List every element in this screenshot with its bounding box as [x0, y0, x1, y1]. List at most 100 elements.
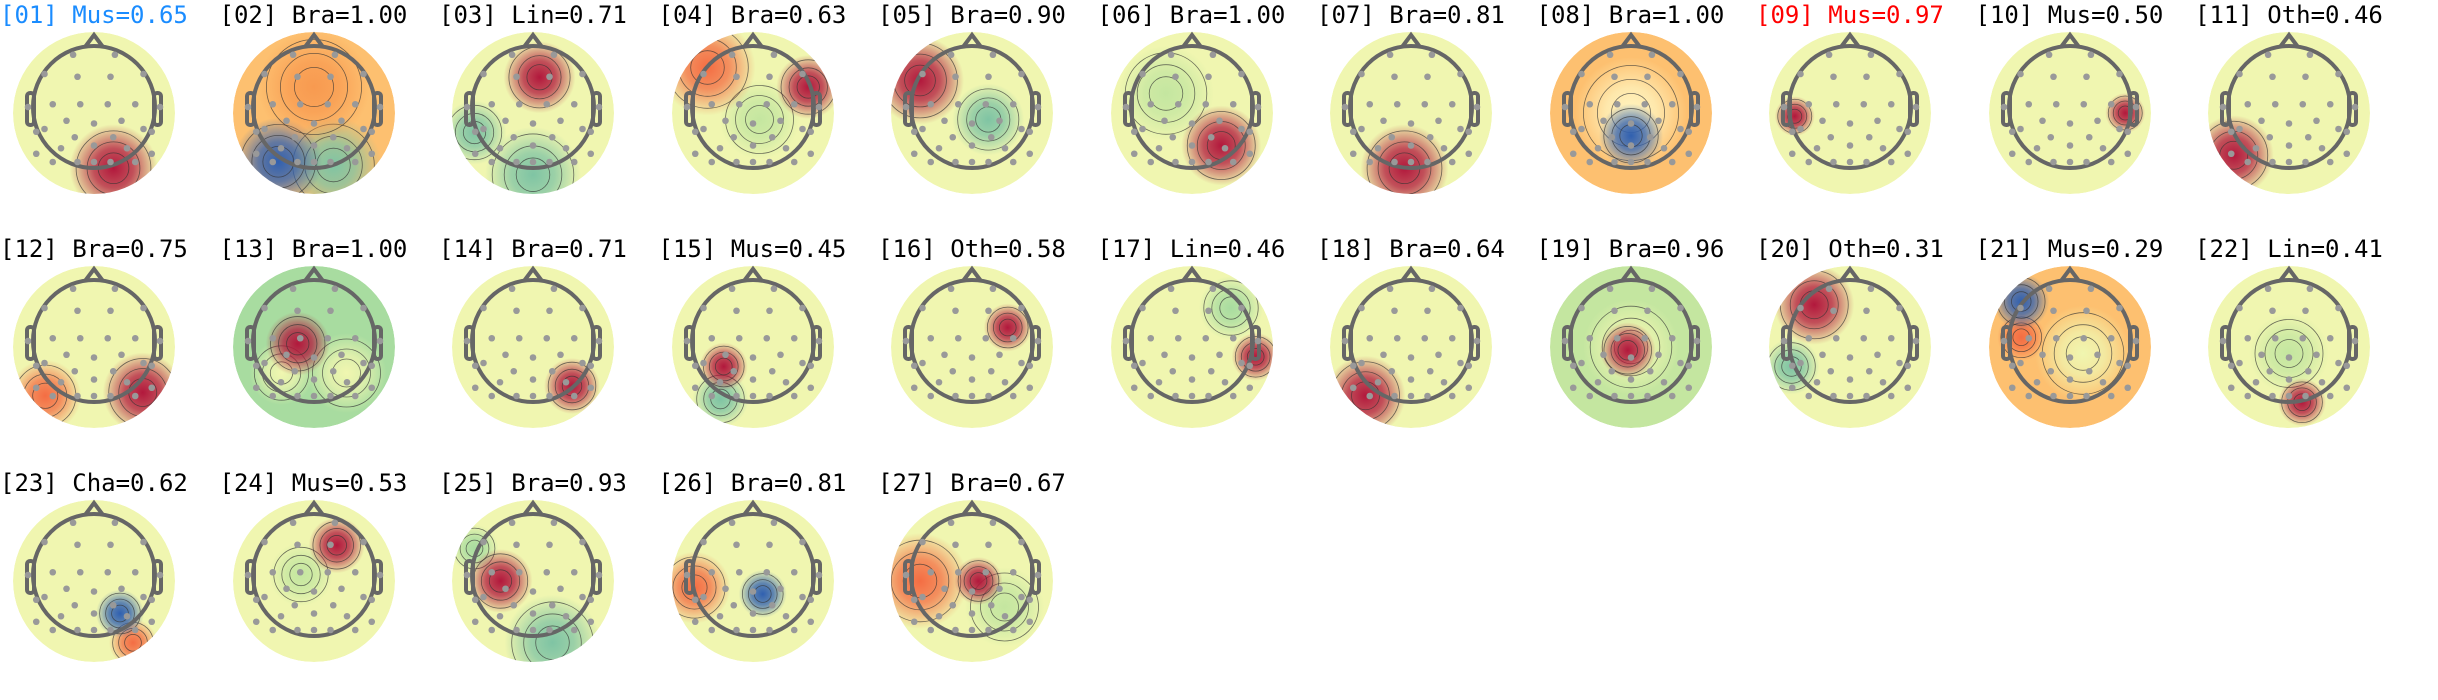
- electrode-dot: [343, 612, 350, 620]
- electrode-dot: [1896, 70, 1903, 78]
- electrode-dot: [488, 158, 496, 166]
- ica-component[interactable]: [22] Lin=0.41: [2195, 234, 2414, 466]
- ica-component[interactable]: [14] Bra=0.71: [439, 234, 658, 466]
- electrode-dot: [762, 100, 770, 108]
- electrode-dot: [2227, 128, 2235, 136]
- electrode-dot: [1188, 392, 1195, 400]
- ica-component[interactable]: [04] Bra=0.63: [659, 0, 878, 232]
- electrode-dot: [949, 601, 957, 609]
- electrode-dot: [595, 571, 603, 579]
- electrode-dot: [691, 362, 699, 370]
- electrode-dot: [2285, 158, 2293, 166]
- electrode-dot: [707, 100, 715, 108]
- ica-component[interactable]: [10] Mus=0.50: [1976, 0, 2195, 232]
- electrode-dot: [2264, 285, 2272, 293]
- component-title: [09] Mus=0.97: [1756, 1, 1944, 29]
- ica-component[interactable]: [19] Bra=0.96: [1537, 234, 1756, 466]
- electrode-dot: [1391, 73, 1398, 81]
- ica-component[interactable]: [21] Mus=0.29: [1976, 234, 2195, 466]
- electrode-dot: [24, 571, 32, 579]
- ica-component[interactable]: [02] Bra=1.00: [220, 0, 439, 232]
- electrode-dot: [1254, 103, 1261, 111]
- ica-component[interactable]: [25] Bra=0.93: [439, 468, 658, 700]
- electrode-dot: [2219, 103, 2227, 111]
- head-outline-icon: [1342, 31, 1480, 170]
- electrode-dot: [1407, 354, 1415, 361]
- electrode-dot: [691, 618, 699, 626]
- ica-component[interactable]: [06] Bra=1.00: [1098, 0, 1317, 232]
- electrode-dot: [579, 359, 586, 367]
- ica-component[interactable]: [08] Bra=1.00: [1537, 0, 1756, 232]
- electrode-dot: [910, 618, 918, 626]
- electrode-dot: [351, 568, 359, 576]
- ica-component[interactable]: [07] Bra=0.81: [1317, 0, 1536, 232]
- electrode-dot: [1122, 337, 1129, 345]
- electrode-dot: [562, 144, 570, 152]
- electrode-dot: [2285, 142, 2293, 149]
- ica-component[interactable]: [05] Bra=0.90: [878, 0, 1097, 232]
- ica-component[interactable]: [01] Mus=0.65: [0, 0, 219, 232]
- ica-component[interactable]: [23] Cha=0.62: [0, 468, 219, 700]
- ica-component[interactable]: [09] Mus=0.97: [1756, 0, 1975, 232]
- ica-component[interactable]: [16] Oth=0.58: [878, 234, 1097, 466]
- electrode-dot: [2000, 337, 2007, 345]
- component-title: [08] Bra=1.00: [1536, 1, 1725, 29]
- electrode-dot: [480, 70, 487, 78]
- electrode-dot: [2066, 120, 2073, 127]
- electrode-dot: [1676, 359, 1684, 367]
- electrode-dot: [1846, 376, 1854, 383]
- electrode-dot: [985, 626, 992, 634]
- electrode-dot: [123, 612, 131, 620]
- ica-component[interactable]: [17] Lin=0.46: [1098, 234, 1317, 466]
- electrode-dot: [140, 359, 147, 367]
- electrode-dot: [557, 585, 564, 593]
- electrode-dot: [1146, 334, 1154, 342]
- electrode-dot: [2302, 392, 2309, 400]
- electrode-dot: [337, 351, 345, 359]
- ica-component[interactable]: [20] Oth=0.31: [1756, 234, 1975, 466]
- electrode-dot: [1188, 120, 1195, 127]
- ica-component[interactable]: [26] Bra=0.81: [659, 468, 878, 700]
- electrode-dot: [131, 568, 139, 576]
- electrode-dot: [806, 618, 814, 626]
- electrode-dot: [2258, 117, 2265, 125]
- electrode-dot: [1887, 100, 1895, 108]
- ica-component[interactable]: [18] Bra=0.64: [1317, 234, 1536, 466]
- electrode-dot: [716, 144, 723, 152]
- electrode-dot: [1599, 117, 1607, 125]
- electrode-dot: [1879, 378, 1887, 386]
- electrode-dot: [293, 392, 301, 400]
- electrode-dot: [1627, 376, 1634, 383]
- electrode-dot: [1846, 354, 1854, 361]
- ica-component[interactable]: [15] Mus=0.45: [659, 234, 878, 466]
- electrode-dot: [1797, 125, 1804, 133]
- electrode-dot: [1867, 51, 1875, 59]
- ica-component[interactable]: [11] Oth=0.46: [2195, 0, 2414, 232]
- electrode-dot: [550, 51, 558, 59]
- electrode-dot: [1440, 378, 1448, 386]
- head-outline-icon: [683, 265, 822, 404]
- electrode-dot: [1254, 337, 1261, 345]
- electrode-dot: [156, 337, 164, 345]
- electrode-dot: [1863, 392, 1870, 400]
- ica-component[interactable]: [27] Bra=0.67: [878, 468, 1097, 700]
- electrode-dot: [376, 103, 383, 111]
- ica-component[interactable]: [12] Bra=0.75: [0, 234, 219, 466]
- electrode-dot: [513, 626, 520, 634]
- electrode-dot: [2236, 70, 2243, 78]
- electrode-dot: [2038, 117, 2046, 125]
- electrode-dot: [1594, 378, 1601, 386]
- ica-component[interactable]: [24] Mus=0.53: [220, 468, 439, 700]
- electrode-dot: [2082, 158, 2090, 166]
- electrode-dot: [1237, 304, 1245, 312]
- electrode-dot: [1435, 117, 1442, 125]
- electrode-dot: [529, 120, 537, 127]
- electrode-dot: [1018, 70, 1025, 78]
- electrode-dot: [707, 158, 715, 166]
- ica-component[interactable]: [03] Lin=0.71: [439, 0, 658, 232]
- ica-component[interactable]: [13] Bra=1.00: [220, 234, 439, 466]
- electrode-dot: [1904, 384, 1912, 392]
- electrode-dot: [1168, 367, 1176, 375]
- component-title: [24] Mus=0.53: [219, 469, 408, 497]
- electrode-dot: [156, 571, 164, 579]
